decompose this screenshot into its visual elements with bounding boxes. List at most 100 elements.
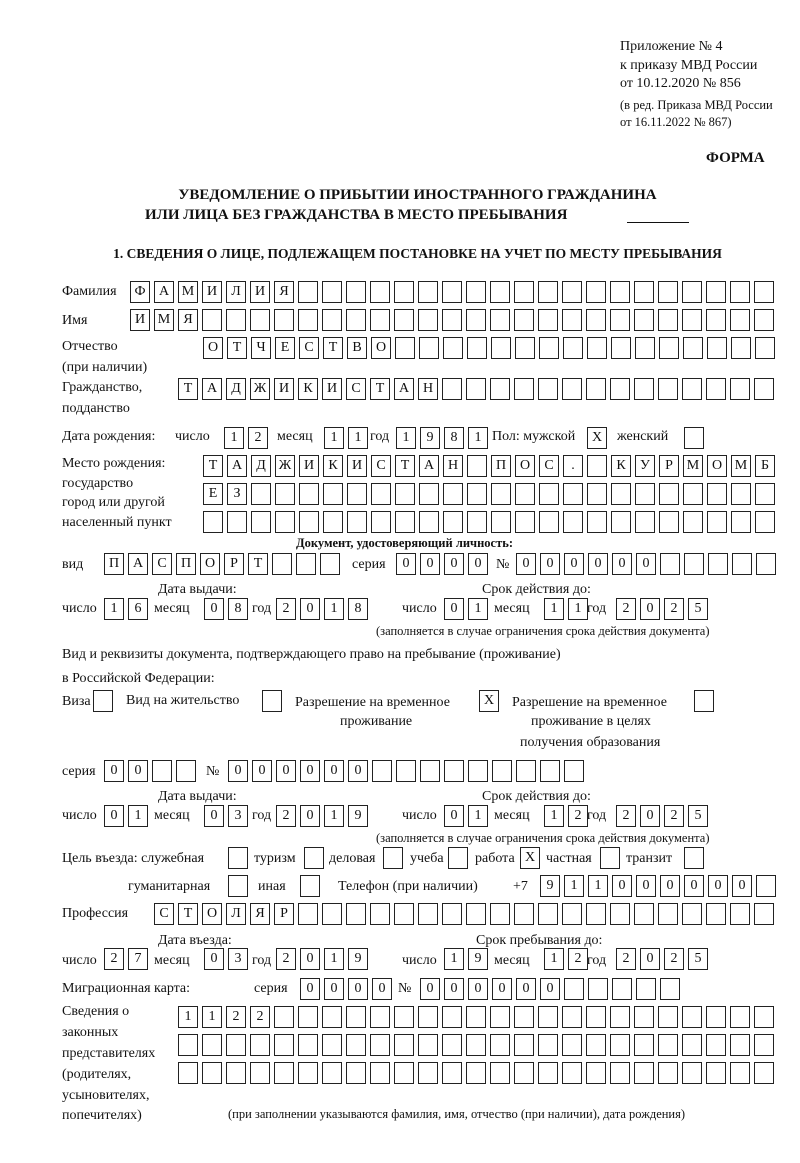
date-year-cell[interactable]: 8 xyxy=(348,598,368,620)
name-cell[interactable]: Я xyxy=(178,309,198,331)
id-doc-type-cell[interactable]: Р xyxy=(224,553,244,575)
representatives-cell[interactable] xyxy=(466,1006,486,1028)
birthplace-cell[interactable] xyxy=(731,483,751,505)
representatives-cell[interactable] xyxy=(730,1034,750,1056)
birth-year-cell[interactable]: 9 xyxy=(420,427,440,449)
birthplace-cell[interactable] xyxy=(443,483,463,505)
birthplace-cell[interactable] xyxy=(395,511,415,533)
id-doc-number-cell[interactable]: 0 xyxy=(564,553,584,575)
date-month-cell[interactable]: 0 xyxy=(204,948,224,970)
citizenship-cell[interactable]: К xyxy=(298,378,318,400)
id-doc-number-cell[interactable] xyxy=(708,553,728,575)
migration-series-cell[interactable]: 0 xyxy=(300,978,320,1000)
birthplace-cell[interactable] xyxy=(587,483,607,505)
date-year-cell[interactable]: 2 xyxy=(664,948,684,970)
birthplace-cell[interactable] xyxy=(299,511,319,533)
purpose-other-checkbox[interactable] xyxy=(300,875,320,897)
representatives-cell[interactable] xyxy=(442,1062,462,1084)
date-year-cell[interactable]: 2 xyxy=(616,805,636,827)
id-doc-series-cell[interactable]: 0 xyxy=(420,553,440,575)
residence-number-cell[interactable] xyxy=(492,760,512,782)
name-cell[interactable] xyxy=(514,309,534,331)
representatives-cell[interactable] xyxy=(538,1062,558,1084)
id-doc-number-cell[interactable] xyxy=(732,553,752,575)
residence-number-cell[interactable] xyxy=(540,760,560,782)
patronymic-cell[interactable]: О xyxy=(371,337,391,359)
name-cell[interactable] xyxy=(466,309,486,331)
profession-cell[interactable] xyxy=(730,903,750,925)
birthplace-cell[interactable] xyxy=(635,483,655,505)
birthplace-cell[interactable] xyxy=(563,511,583,533)
date-month-cell[interactable]: 3 xyxy=(228,948,248,970)
patronymic-cell[interactable]: Т xyxy=(323,337,343,359)
surname-cell[interactable] xyxy=(562,281,582,303)
citizenship-cell[interactable] xyxy=(706,378,726,400)
date-year-cell[interactable]: 0 xyxy=(300,948,320,970)
birthplace-cell[interactable] xyxy=(203,511,223,533)
name-cell[interactable] xyxy=(274,309,294,331)
birthplace-cell[interactable]: С xyxy=(371,455,391,477)
date-year-cell[interactable]: 0 xyxy=(640,598,660,620)
representatives-cell[interactable] xyxy=(514,1062,534,1084)
representatives-cell[interactable] xyxy=(682,1062,702,1084)
date-day-cell[interactable]: 1 xyxy=(468,805,488,827)
representatives-cell[interactable] xyxy=(322,1006,342,1028)
birth-day-cell[interactable]: 1 xyxy=(224,427,244,449)
residence-number-cell[interactable]: 0 xyxy=(324,760,344,782)
profession-cell[interactable] xyxy=(586,903,606,925)
birthplace-cell[interactable] xyxy=(659,511,679,533)
birthplace-cell[interactable]: Е xyxy=(203,483,223,505)
birthplace-cell[interactable] xyxy=(347,511,367,533)
name-cell[interactable] xyxy=(226,309,246,331)
date-year-cell[interactable]: 2 xyxy=(664,598,684,620)
representatives-cell[interactable] xyxy=(322,1062,342,1084)
id-doc-type-cell[interactable]: П xyxy=(104,553,124,575)
date-day-cell[interactable]: 0 xyxy=(104,805,124,827)
citizenship-cell[interactable]: Д xyxy=(226,378,246,400)
residence-permit-checkbox[interactable] xyxy=(262,690,282,712)
birthplace-cell[interactable] xyxy=(683,511,703,533)
representatives-cell[interactable] xyxy=(226,1062,246,1084)
surname-cell[interactable] xyxy=(586,281,606,303)
representatives-cell[interactable] xyxy=(634,1062,654,1084)
name-cell[interactable] xyxy=(658,309,678,331)
surname-cell[interactable] xyxy=(682,281,702,303)
representatives-cell[interactable] xyxy=(466,1034,486,1056)
date-day-cell[interactable]: 0 xyxy=(444,598,464,620)
representatives-cell[interactable] xyxy=(442,1006,462,1028)
surname-cell[interactable] xyxy=(370,281,390,303)
representatives-cell[interactable] xyxy=(274,1034,294,1056)
migration-number-cell[interactable]: 0 xyxy=(516,978,536,1000)
birthplace-cell[interactable]: Т xyxy=(395,455,415,477)
surname-cell[interactable] xyxy=(538,281,558,303)
name-cell[interactable] xyxy=(370,309,390,331)
temp-residence-checkbox[interactable]: X xyxy=(479,690,499,712)
birthplace-cell[interactable]: Т xyxy=(203,455,223,477)
birthplace-cell[interactable]: О xyxy=(707,455,727,477)
birthplace-cell[interactable]: Р xyxy=(659,455,679,477)
date-year-cell[interactable]: 9 xyxy=(348,805,368,827)
profession-cell[interactable]: С xyxy=(154,903,174,925)
birthplace-cell[interactable] xyxy=(491,511,511,533)
patronymic-cell[interactable] xyxy=(563,337,583,359)
citizenship-cell[interactable] xyxy=(466,378,486,400)
profession-cell[interactable] xyxy=(562,903,582,925)
patronymic-cell[interactable] xyxy=(635,337,655,359)
date-day-cell[interactable]: 0 xyxy=(444,805,464,827)
birthplace-cell[interactable] xyxy=(323,511,343,533)
id-doc-type-cell[interactable]: О xyxy=(200,553,220,575)
representatives-cell[interactable] xyxy=(586,1034,606,1056)
date-year-cell[interactable]: 5 xyxy=(688,805,708,827)
name-cell[interactable] xyxy=(730,309,750,331)
representatives-cell[interactable] xyxy=(562,1034,582,1056)
birthplace-cell[interactable] xyxy=(611,511,631,533)
date-year-cell[interactable]: 2 xyxy=(276,948,296,970)
purpose-official-checkbox[interactable] xyxy=(228,847,248,869)
date-month-cell[interactable]: 1 xyxy=(544,598,564,620)
phone-cell[interactable]: 1 xyxy=(564,875,584,897)
citizenship-cell[interactable] xyxy=(538,378,558,400)
representatives-cell[interactable] xyxy=(346,1034,366,1056)
profession-cell[interactable] xyxy=(322,903,342,925)
date-year-cell[interactable]: 0 xyxy=(640,805,660,827)
migration-number-cell[interactable] xyxy=(636,978,656,1000)
